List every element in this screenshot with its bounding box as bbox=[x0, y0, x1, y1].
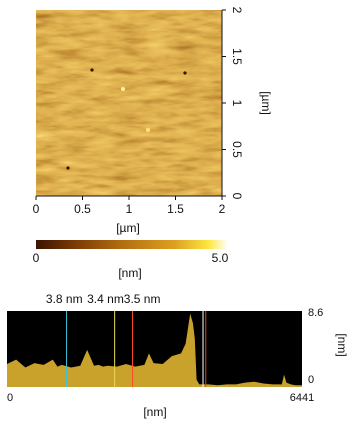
profile-annotations: 3.8 nm 3.4 nm 3.5 nm bbox=[46, 292, 161, 306]
profile-area bbox=[7, 313, 302, 387]
colorbar-max-label: 5.0 bbox=[212, 251, 229, 265]
afm-y-tick-label: 0 bbox=[230, 193, 244, 200]
dark-pit bbox=[66, 166, 70, 170]
afm-x-tick-label: 0.5 bbox=[74, 202, 91, 216]
colorbar-min-label: 0 bbox=[33, 251, 40, 265]
profile-y-tick-label: 8.6 bbox=[308, 307, 323, 319]
afm-x-tick-label: 2 bbox=[219, 202, 226, 216]
colorbar bbox=[36, 240, 228, 249]
afm-y-unit: [µm] bbox=[259, 91, 273, 115]
peak-height-label: 3.4 nm bbox=[87, 292, 124, 306]
afm-texture bbox=[36, 10, 222, 196]
afm-x-tick-label: 1.5 bbox=[167, 202, 184, 216]
afm-x-tick-label: 0 bbox=[33, 202, 40, 216]
peak-height-label: 3.5 nm bbox=[124, 292, 161, 306]
bright-spot bbox=[145, 127, 151, 133]
afm-y-tick-label: 0.5 bbox=[230, 141, 244, 158]
dark-pit bbox=[90, 68, 94, 72]
profile-x-tick-label: 0 bbox=[7, 392, 13, 404]
afm-image bbox=[36, 10, 222, 196]
afm-y-axis: 0 0.5 1 1.5 2 bbox=[221, 7, 244, 200]
peak-height-label: 3.8 nm bbox=[46, 292, 83, 306]
afm-x-unit: [µm] bbox=[116, 221, 140, 235]
profile-x-label: [nm] bbox=[143, 405, 166, 419]
profile-tick-labels: 0 6441 0 8.6 bbox=[7, 307, 323, 404]
dark-pit bbox=[183, 71, 187, 75]
height-profile bbox=[7, 311, 302, 387]
afm-y-tick-label: 1.5 bbox=[230, 48, 244, 65]
profile-x-tick-label: 6441 bbox=[290, 392, 314, 404]
profile-y-tick-label: 0 bbox=[308, 374, 314, 386]
afm-x-axis: 0 0.5 1 1.5 2 bbox=[33, 195, 226, 216]
afm-y-tick-label: 2 bbox=[230, 7, 244, 14]
profile-y-label: [nm] bbox=[335, 333, 349, 356]
colorbar-unit: [nm] bbox=[118, 266, 141, 280]
afm-y-tick-label: 1 bbox=[230, 100, 244, 107]
afm-x-tick-label: 1 bbox=[126, 202, 133, 216]
bright-spot bbox=[121, 87, 125, 91]
